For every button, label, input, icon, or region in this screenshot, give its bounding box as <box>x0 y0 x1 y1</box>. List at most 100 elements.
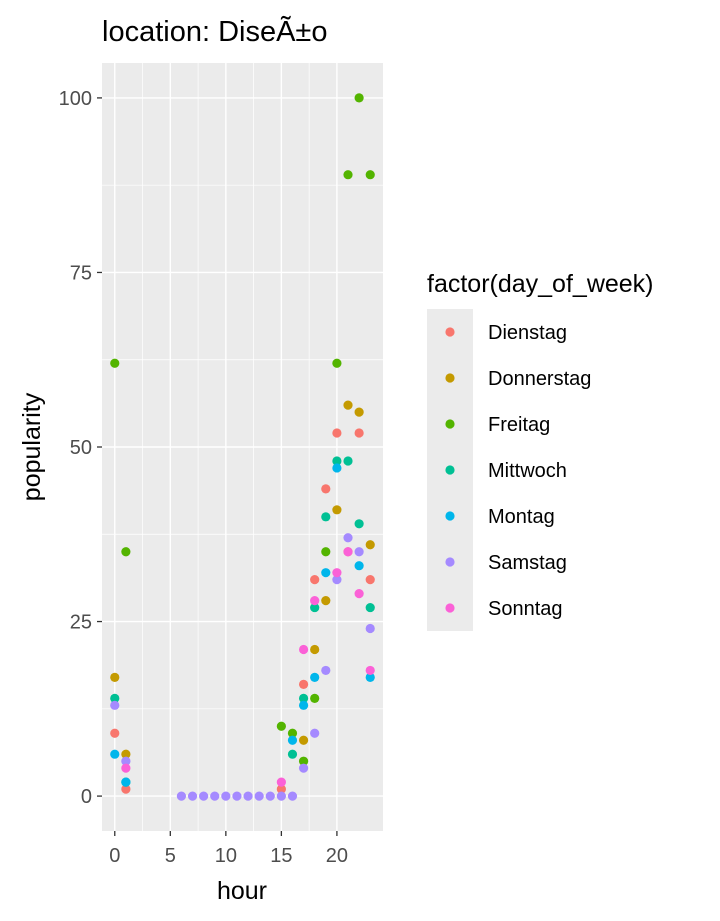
data-point-donnerstag <box>354 407 364 417</box>
legend-key-sonntag <box>445 603 455 613</box>
legend-label-freitag: Freitag <box>488 414 550 436</box>
legend-label-dienstag: Dienstag <box>488 322 567 344</box>
data-point-samstag <box>321 665 331 676</box>
data-point-freitag <box>332 358 342 368</box>
data-point-samstag <box>199 791 209 801</box>
data-point-donnerstag <box>298 735 309 745</box>
data-point-samstag <box>232 791 242 801</box>
data-point-montag <box>310 672 320 683</box>
data-point-samstag <box>287 791 298 801</box>
major-gridlines <box>102 63 383 831</box>
legend-key-montag <box>445 511 455 521</box>
data-point-mittwoch <box>110 693 120 703</box>
data-point-samstag <box>243 791 253 801</box>
data-point-donnerstag <box>121 749 131 759</box>
data-points <box>110 93 375 801</box>
data-point-mittwoch <box>310 602 320 613</box>
data-point-freitag <box>276 721 286 731</box>
data-point-samstag <box>121 756 131 766</box>
data-point-samstag <box>176 791 187 801</box>
x-tick-label: 15 <box>270 845 292 867</box>
data-point-donnerstag <box>332 505 342 515</box>
x-tick-label: 10 <box>215 845 237 867</box>
data-point-freitag <box>298 756 309 766</box>
legend-key-samstag <box>445 557 455 567</box>
data-point-montag <box>321 568 331 578</box>
data-point-montag <box>121 777 131 787</box>
data-point-samstag <box>310 728 320 738</box>
data-point-dienstag <box>310 575 320 585</box>
legend-title: factor(day_of_week) <box>427 270 654 298</box>
data-point-samstag <box>332 575 342 585</box>
data-point-montag <box>332 463 342 473</box>
data-point-freitag <box>365 170 375 180</box>
data-point-samstag <box>365 623 375 634</box>
data-point-mittwoch <box>332 456 342 466</box>
data-point-sonntag <box>332 568 342 578</box>
data-point-mittwoch <box>365 602 375 613</box>
data-point-donnerstag <box>310 644 320 655</box>
data-point-dienstag <box>365 575 375 585</box>
data-point-samstag <box>343 533 353 543</box>
data-point-donnerstag <box>343 400 353 410</box>
legend-label-mittwoch: Mittwoch <box>488 460 567 482</box>
data-point-sonntag <box>310 596 320 606</box>
data-point-dienstag <box>276 784 286 794</box>
legend-key-dienstag <box>445 327 455 337</box>
legend-key-donnerstag <box>445 373 455 383</box>
x-axis-title: hour <box>217 877 267 905</box>
data-point-samstag <box>254 791 264 801</box>
y-tick-label: 100 <box>59 88 92 110</box>
data-point-sonntag <box>354 589 364 599</box>
data-point-sonntag <box>298 644 309 655</box>
y-tick-label: 0 <box>81 786 92 808</box>
y-tick-label: 25 <box>70 612 92 634</box>
data-point-sonntag <box>121 763 131 773</box>
data-point-sonntag <box>343 547 353 557</box>
data-point-freitag <box>321 547 331 557</box>
legend-label-sonntag: Sonntag <box>488 598 563 620</box>
data-point-montag <box>298 700 309 710</box>
data-point-mittwoch <box>287 749 298 759</box>
data-point-samstag <box>221 791 231 801</box>
data-point-donnerstag <box>321 596 331 606</box>
data-point-mittwoch <box>343 456 353 466</box>
data-point-montag <box>110 749 120 759</box>
data-point-sonntag <box>276 777 286 787</box>
data-point-montag <box>287 735 298 745</box>
y-tick-label: 50 <box>70 437 92 459</box>
legend-label-donnerstag: Donnerstag <box>488 368 591 390</box>
x-tick-label: 5 <box>165 845 176 867</box>
data-point-dienstag <box>121 784 131 794</box>
data-point-samstag <box>210 791 220 801</box>
data-point-mittwoch <box>321 512 331 522</box>
data-point-mittwoch <box>354 519 364 529</box>
data-point-freitag <box>354 93 364 103</box>
data-point-freitag <box>310 693 320 703</box>
legend-key-freitag <box>445 419 455 429</box>
chart-title: location: DiseÃ±o <box>102 14 327 48</box>
data-point-samstag <box>354 547 364 557</box>
x-axis: 0 5 10 15 20 <box>109 831 348 867</box>
x-tick-label: 0 <box>109 845 120 867</box>
data-point-sonntag <box>365 665 375 676</box>
data-point-samstag <box>110 700 120 710</box>
data-point-montag <box>354 561 364 571</box>
legend: factor(day_of_week) Dienstag Donnerstag Fr… <box>427 270 654 631</box>
x-tick-label: 20 <box>326 845 348 867</box>
data-point-dienstag <box>321 484 331 494</box>
data-point-freitag <box>121 547 131 557</box>
data-point-samstag <box>298 763 309 773</box>
data-point-donnerstag <box>365 540 375 550</box>
legend-label-samstag: Samstag <box>488 552 567 574</box>
y-tick-label: 75 <box>70 262 92 284</box>
data-point-dienstag <box>354 428 364 438</box>
data-point-montag <box>365 672 375 683</box>
data-point-dienstag <box>298 679 309 689</box>
data-point-samstag <box>276 791 286 801</box>
data-point-mittwoch <box>298 693 309 703</box>
y-axis: 0 25 50 75 100 <box>59 88 102 808</box>
data-point-donnerstag <box>110 672 120 683</box>
data-point-freitag <box>110 358 120 368</box>
